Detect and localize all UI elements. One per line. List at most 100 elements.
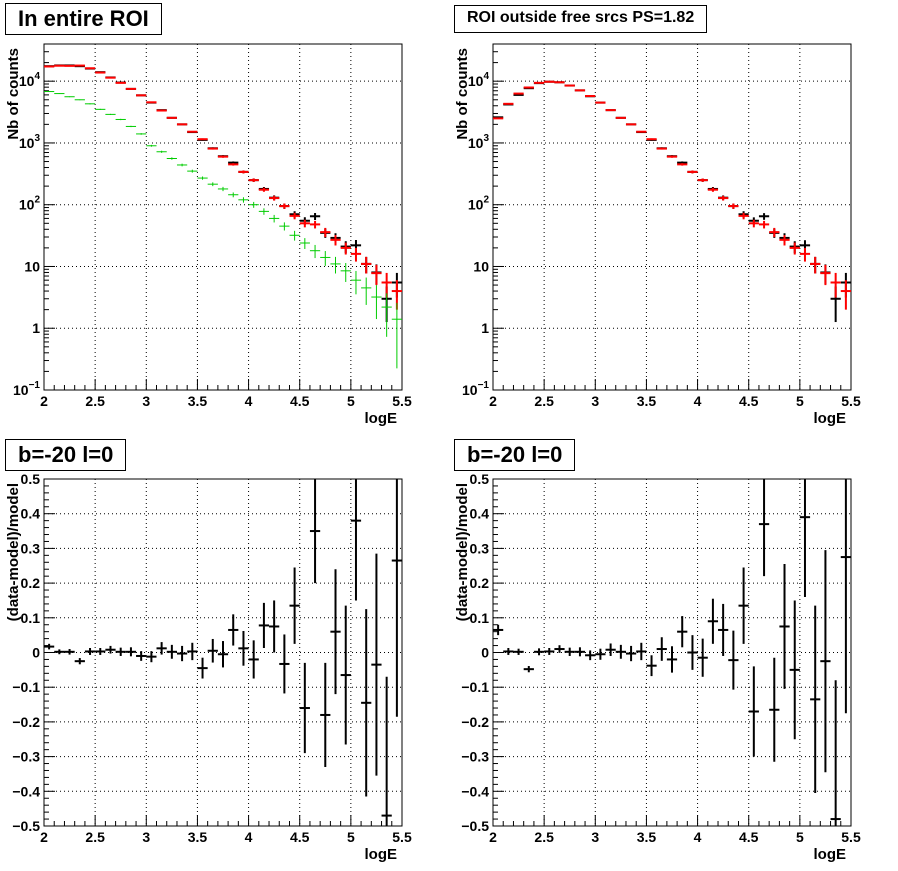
data-point [513,648,524,655]
data-point [677,616,688,648]
data-point [523,86,534,89]
data-point [595,101,606,104]
data-point [666,155,678,158]
data-point [44,91,55,93]
y-tick-label: 0.3 [21,540,41,556]
data-point [758,213,770,220]
data-point [105,76,116,79]
data-point [361,609,372,797]
series-model [493,80,851,310]
data-point [207,182,218,187]
data-point [309,244,321,259]
data-point [656,147,667,150]
data-point [217,155,229,158]
data-point [146,101,157,104]
data-point [758,220,770,229]
data-point [544,80,555,83]
y-tick-label-exp: −1 [478,380,490,391]
data-point [748,219,759,228]
data-point [820,264,831,286]
y-tick-label: 0 [481,645,489,661]
y-tick-label-base: 10 [462,382,478,398]
data-point [238,170,249,174]
data-point [564,84,575,87]
data-point [84,647,96,655]
data-point [84,103,96,105]
x-tick-label: 5 [347,829,355,845]
data-point [810,605,821,794]
x-axis-label: logE [814,410,847,427]
y-tick-label: −0.5 [12,818,40,834]
x-tick-label: 2.5 [534,829,554,845]
x-tick-label: 2.5 [85,393,105,409]
data-point [309,220,321,229]
data-point [197,657,208,679]
data-point [595,648,606,660]
tick-labels: 2 2.5 3 3.5 4 4.5 5 5.5 −0.5 −0.4 −0.3 −0.2 −0.1 0 0.1… [12,471,412,845]
data-point [830,272,841,298]
data-point [758,479,770,577]
series-component_green [44,91,402,369]
y-tick-label: 0 [32,645,40,661]
y-tick-label: 10−1 [13,380,40,398]
data-point [54,649,65,655]
series-data [44,64,402,323]
x-tick-label: 5.5 [841,829,861,845]
x-tick-label: 5 [796,829,804,845]
y-tick-label-base: 10 [19,73,35,89]
y-tick-label-exp: 4 [483,71,489,82]
data-point [738,567,749,644]
data-point [350,479,362,601]
data-point [361,256,372,274]
y-tick-label: 0.2 [470,575,490,591]
y-tick-label-exp: −1 [29,380,41,391]
data-point [309,479,321,584]
data-point [371,264,382,286]
axis-ticks [43,43,403,391]
y-tick-label: 102 [468,195,490,213]
data-point [166,116,177,119]
data-point [115,647,126,656]
data-point [820,550,831,773]
x-tick-label: 3.5 [188,393,208,409]
y-tick-label-exp: 4 [34,71,40,82]
data-point [269,600,280,653]
data-point [289,230,300,241]
x-tick-label: 3 [591,829,599,845]
data-point [289,567,300,644]
data-point [687,170,698,174]
y-tick-label: 10 [24,258,40,274]
data-point [44,65,55,68]
data-point [697,638,708,677]
x-tick-label: 4.5 [290,393,310,409]
data-point [299,219,310,228]
data-point [371,285,382,320]
y-tick-label: −0.1 [461,679,489,695]
panel-title: In entire ROI [5,3,162,35]
data-point [115,118,126,121]
y-tick-label: 0.2 [21,575,41,591]
plot-area: 2 2.5 3 3.5 4 4.5 5 5.5 −0.5 −0.4 −0.3 −0.2 −0.1 0 0.1… [5,471,412,863]
data-point [217,641,229,668]
y-axis-label: Nb of counts [5,48,22,140]
y-tick-label: 0.1 [21,610,41,626]
y-tick-label: −0.4 [461,783,489,799]
data-point [728,630,739,690]
y-tick-label: 10−1 [462,380,489,398]
data-point [574,647,586,657]
data-point [166,157,177,160]
data-point [769,227,780,238]
data-point [299,238,310,249]
y-tick-label: 103 [468,133,490,151]
y-tick-label: −0.2 [12,714,40,730]
data-point [615,644,626,659]
data-point [615,116,626,119]
y-axis-label: Nb of counts [454,48,471,140]
x-tick-label: 2 [40,393,48,409]
data-point [166,644,177,659]
data-point [493,624,504,636]
data-point [64,96,75,98]
data-point [54,64,65,67]
